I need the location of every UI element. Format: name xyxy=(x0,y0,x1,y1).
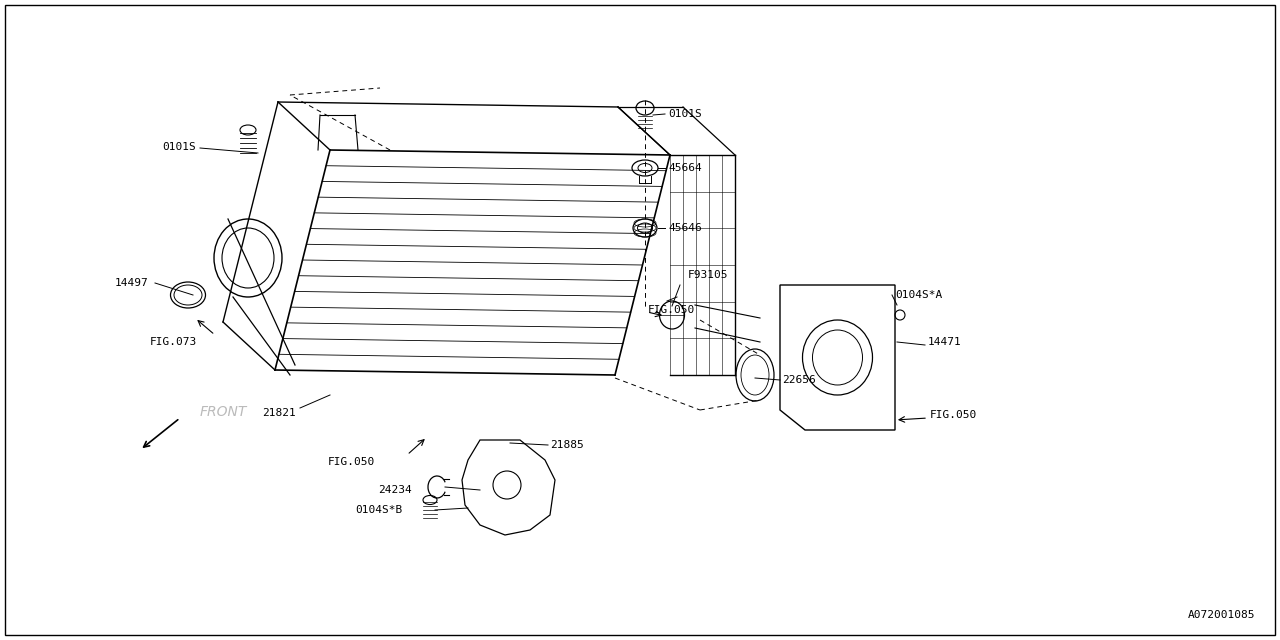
Text: 0101S: 0101S xyxy=(668,109,701,119)
Text: 0101S: 0101S xyxy=(163,142,196,152)
Text: 14471: 14471 xyxy=(928,337,961,347)
Text: FRONT: FRONT xyxy=(200,405,247,419)
Text: 22656: 22656 xyxy=(782,375,815,385)
Text: FIG.050: FIG.050 xyxy=(931,410,977,420)
Text: FIG.050: FIG.050 xyxy=(648,305,695,315)
Text: 0104S*A: 0104S*A xyxy=(895,290,942,300)
Text: 0104S*B: 0104S*B xyxy=(355,505,402,515)
Text: 14497: 14497 xyxy=(115,278,148,288)
Text: 24234: 24234 xyxy=(378,485,412,495)
Text: 21821: 21821 xyxy=(262,408,296,418)
Text: 45664: 45664 xyxy=(668,163,701,173)
Text: 21885: 21885 xyxy=(550,440,584,450)
Text: F93105: F93105 xyxy=(689,270,728,280)
Text: FIG.073: FIG.073 xyxy=(150,337,197,347)
Text: 45646: 45646 xyxy=(668,223,701,233)
Text: A072001085: A072001085 xyxy=(1188,610,1254,620)
Text: FIG.050: FIG.050 xyxy=(328,457,375,467)
